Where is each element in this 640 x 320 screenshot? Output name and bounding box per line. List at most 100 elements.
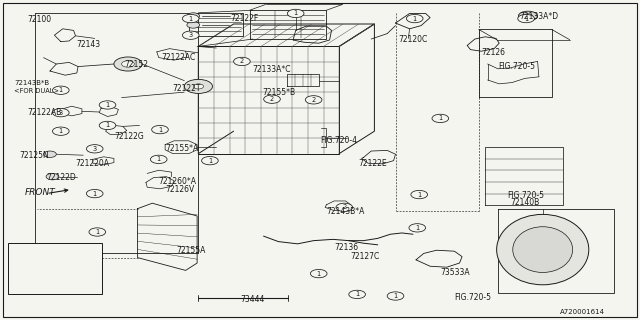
Text: FIG.720-4: FIG.720-4	[320, 136, 357, 145]
Text: 2: 2	[312, 97, 316, 103]
Text: FIG.720-5: FIG.720-5	[454, 293, 492, 302]
Text: 1: 1	[189, 16, 193, 21]
Circle shape	[182, 31, 199, 39]
Text: 3: 3	[59, 110, 63, 116]
Text: 1: 1	[16, 249, 20, 255]
Text: 1: 1	[106, 102, 109, 108]
Text: 72122E: 72122E	[358, 159, 387, 168]
Text: 72122T: 72122T	[173, 84, 202, 93]
Text: 72155*B: 72155*B	[262, 88, 296, 97]
Text: 2: 2	[270, 96, 274, 102]
Circle shape	[114, 57, 142, 71]
Text: 72143: 72143	[77, 40, 101, 49]
Text: 721260*A: 721260*A	[159, 177, 196, 186]
Text: 73533A: 73533A	[440, 268, 470, 277]
Text: 72122F: 72122F	[230, 14, 259, 23]
Circle shape	[10, 281, 26, 290]
Circle shape	[52, 127, 69, 135]
Circle shape	[10, 264, 26, 273]
Text: 73764C: 73764C	[32, 281, 61, 290]
Circle shape	[152, 125, 168, 134]
Text: 2: 2	[342, 204, 346, 210]
Circle shape	[518, 14, 534, 23]
Circle shape	[432, 114, 449, 123]
Circle shape	[406, 14, 423, 23]
Circle shape	[10, 247, 26, 256]
Circle shape	[187, 13, 200, 19]
Text: 72152: 72152	[125, 60, 149, 69]
Text: 73444: 73444	[240, 295, 264, 304]
Text: 72155*A: 72155*A	[165, 144, 198, 153]
Text: 1: 1	[106, 123, 109, 128]
Text: 72126: 72126	[481, 48, 506, 57]
Circle shape	[86, 145, 103, 153]
Text: 72126V: 72126V	[165, 185, 195, 194]
Text: 72155A: 72155A	[176, 246, 205, 255]
Text: 1: 1	[417, 192, 421, 197]
Text: 72125N: 72125N	[19, 151, 49, 160]
Circle shape	[409, 224, 426, 232]
Circle shape	[524, 14, 532, 18]
Circle shape	[234, 57, 250, 66]
Text: 72120C: 72120C	[398, 35, 428, 44]
Text: 72136: 72136	[334, 244, 358, 252]
Circle shape	[305, 96, 322, 104]
Text: 1: 1	[208, 158, 212, 164]
Circle shape	[182, 14, 199, 23]
Text: FIG.720-5: FIG.720-5	[507, 191, 544, 200]
Text: 1: 1	[59, 87, 63, 93]
Circle shape	[310, 269, 327, 278]
Text: 72100: 72100	[27, 15, 51, 24]
Circle shape	[52, 86, 69, 94]
Text: 1: 1	[158, 127, 162, 132]
Circle shape	[411, 190, 428, 199]
Text: A720001614: A720001614	[560, 309, 605, 315]
Text: 1: 1	[394, 293, 397, 299]
Circle shape	[86, 189, 103, 198]
Circle shape	[518, 11, 538, 21]
Circle shape	[122, 61, 134, 67]
Circle shape	[336, 203, 353, 212]
Text: 1: 1	[438, 116, 442, 121]
Circle shape	[99, 101, 116, 109]
Text: 72688: 72688	[32, 264, 56, 273]
Text: 72687A: 72687A	[32, 247, 61, 256]
Circle shape	[349, 290, 365, 299]
Text: 1: 1	[317, 271, 321, 276]
Ellipse shape	[513, 227, 573, 273]
Text: 2: 2	[16, 266, 20, 271]
Text: 1: 1	[93, 191, 97, 196]
Text: 2: 2	[240, 59, 244, 64]
Text: 1: 1	[95, 229, 99, 235]
Text: 3: 3	[189, 32, 193, 38]
Text: 1: 1	[157, 156, 161, 162]
Text: 72133A*C: 72133A*C	[253, 65, 291, 74]
Bar	[8, 243, 102, 294]
Ellipse shape	[497, 214, 589, 285]
Text: 1: 1	[413, 16, 417, 21]
Circle shape	[193, 84, 204, 89]
Circle shape	[187, 22, 200, 28]
Circle shape	[287, 9, 304, 18]
Text: 72143B*A: 72143B*A	[326, 207, 365, 216]
Circle shape	[46, 173, 59, 180]
Circle shape	[89, 228, 106, 236]
Text: 1: 1	[59, 128, 63, 134]
Text: 72127C: 72127C	[351, 252, 380, 261]
Circle shape	[150, 155, 167, 164]
Text: FIG.720-5: FIG.720-5	[498, 62, 535, 71]
Circle shape	[99, 121, 116, 130]
Text: 72140B: 72140B	[511, 198, 540, 207]
Text: FRONT: FRONT	[24, 188, 55, 197]
Circle shape	[387, 292, 404, 300]
Text: 721220A: 721220A	[76, 159, 109, 168]
Text: 3: 3	[93, 146, 97, 152]
Circle shape	[44, 151, 56, 157]
Text: 72122AB: 72122AB	[27, 108, 61, 117]
Text: <FOR DUAL>: <FOR DUAL>	[14, 88, 59, 94]
Text: 1: 1	[355, 292, 359, 297]
Text: 72143B*B: 72143B*B	[14, 80, 49, 86]
Text: 72122AC: 72122AC	[161, 53, 196, 62]
Text: 72122G: 72122G	[114, 132, 143, 140]
Circle shape	[52, 108, 69, 117]
